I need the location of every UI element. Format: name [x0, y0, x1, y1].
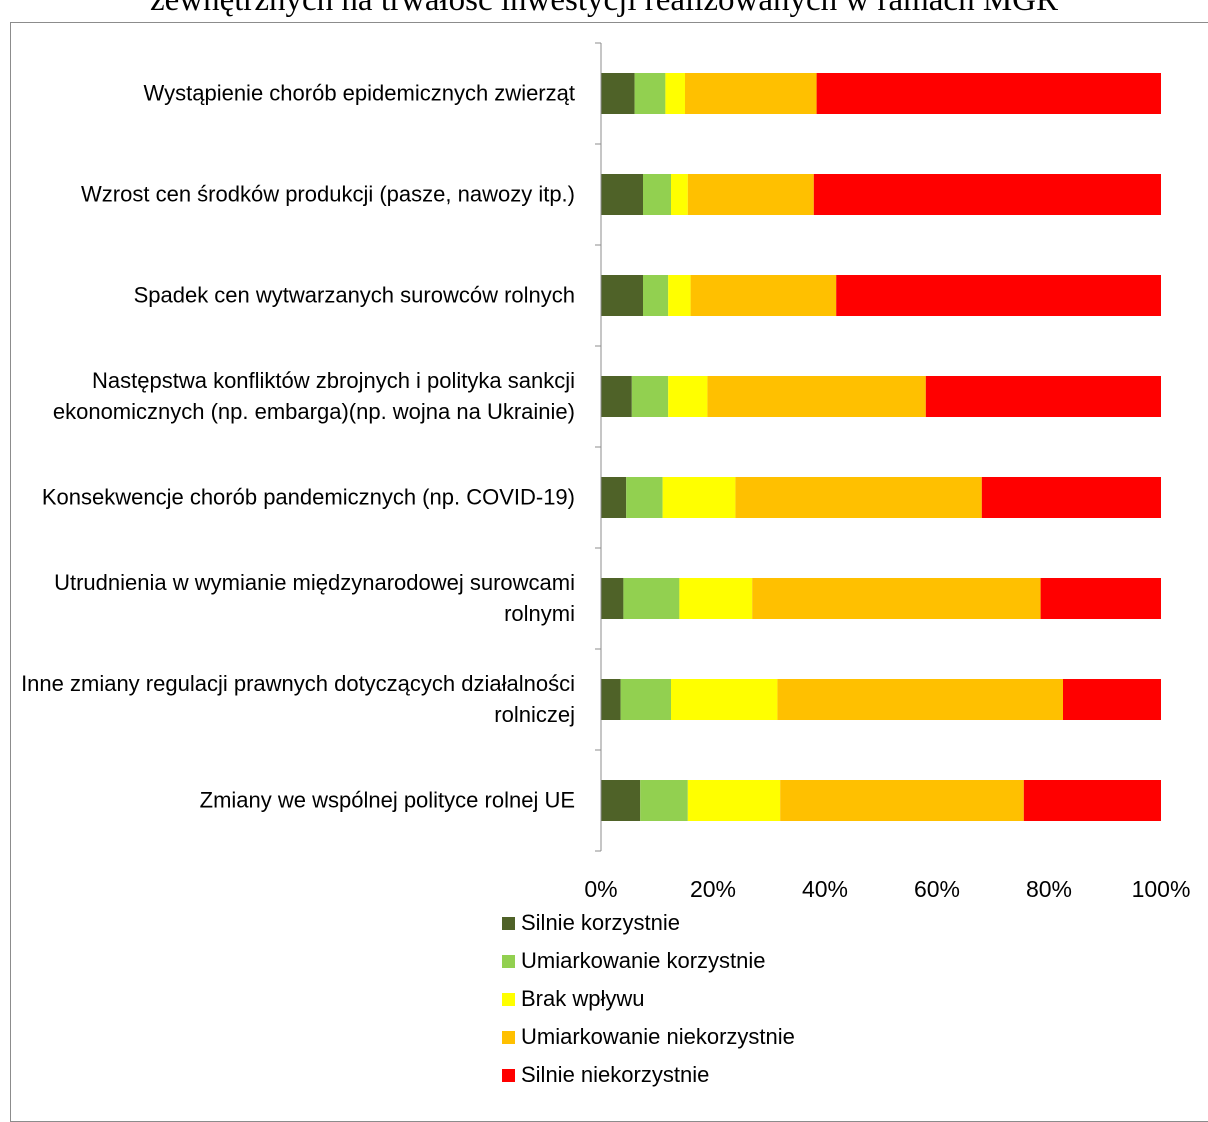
category-label-1: Wystąpienie chorób epidemicznych zwierzą…	[144, 81, 575, 106]
bar-segment-6-series-2	[623, 578, 680, 619]
legend-swatch-3	[502, 993, 515, 1006]
bar-segment-2-series-5	[813, 174, 1161, 215]
bar-segment-7-series-4	[777, 679, 1063, 720]
bar-segment-1-series-1	[601, 73, 635, 114]
legend-swatch-1	[502, 917, 515, 930]
bar-segment-4-series-2	[631, 376, 669, 417]
bar-segment-5-series-3	[662, 477, 736, 518]
bar-segment-1-series-4	[685, 73, 817, 114]
bar-segment-3-series-3	[668, 275, 691, 316]
bar-segment-7-series-1	[601, 679, 621, 720]
legend-label-2: Umiarkowanie korzystnie	[521, 948, 766, 973]
bar-segment-4-series-5	[925, 376, 1161, 417]
x-tick-labels: 0% 20% 40% 60% 80% 100%	[584, 876, 1190, 902]
bar-segment-2-series-4	[687, 174, 814, 215]
category-label-7-line-1: Inne zmiany regulacji prawnych dotyczący…	[21, 671, 575, 696]
x-tick-label-2: 40%	[802, 876, 848, 902]
bar-segment-3-series-1	[601, 275, 643, 316]
bar-segment-7-series-2	[620, 679, 671, 720]
bar-segment-4-series-1	[601, 376, 632, 417]
x-tick-label-1: 20%	[690, 876, 736, 902]
bar-segment-7-series-3	[671, 679, 778, 720]
bar-segment-2-series-2	[643, 174, 671, 215]
category-label-5: Konsekwencje chorób pandemicznych (np. C…	[42, 485, 575, 510]
bar-area	[601, 73, 1161, 821]
bar-segment-2-series-3	[671, 174, 688, 215]
bar-segment-5-series-5	[981, 477, 1161, 518]
category-label-2: Wzrost cen środków produkcji (pasze, naw…	[81, 182, 575, 207]
legend-label-5: Silnie niekorzystnie	[521, 1062, 709, 1087]
category-label-4-line-1: Następstwa konfliktów zbrojnych i polity…	[92, 368, 575, 393]
bar-segment-3-series-5	[836, 275, 1161, 316]
axes	[595, 42, 602, 852]
bar-segment-5-series-2	[626, 477, 663, 518]
stacked-bar-chart: Wystąpienie chorób epidemicznych zwierzą…	[21, 42, 1190, 1087]
legend: Silnie korzystnie Umiarkowanie korzystnie…	[502, 910, 795, 1087]
category-label-4-line-2: ekonomicznych (np. embarga)(np. wojna na…	[53, 399, 575, 424]
bar-segment-5-series-4	[735, 477, 982, 518]
bar-segment-1-series-2	[634, 73, 666, 114]
bar-segment-6-series-3	[679, 578, 753, 619]
bar-segment-8-series-3	[687, 780, 781, 821]
bar-segment-8-series-5	[1023, 780, 1161, 821]
bar-segment-6-series-1	[601, 578, 624, 619]
bar-segment-2-series-1	[601, 174, 643, 215]
bar-segment-1-series-3	[665, 73, 685, 114]
bar-segment-1-series-5	[816, 73, 1161, 114]
bar-segment-6-series-4	[752, 578, 1041, 619]
legend-label-1: Silnie korzystnie	[521, 910, 680, 935]
x-tick-label-3: 60%	[914, 876, 960, 902]
bar-segment-8-series-4	[780, 780, 1024, 821]
x-tick-label-4: 80%	[1026, 876, 1072, 902]
x-tick-label-5: 100%	[1132, 876, 1191, 902]
category-label-6-line-1: Utrudnienia w wymianie międzynarodowej s…	[54, 570, 575, 595]
bar-segment-7-series-5	[1063, 679, 1161, 720]
bar-segment-3-series-4	[690, 275, 837, 316]
bar-segment-3-series-2	[643, 275, 669, 316]
legend-swatch-2	[502, 955, 515, 968]
category-label-7-line-2: rolniczej	[494, 702, 575, 727]
bar-segment-8-series-2	[640, 780, 688, 821]
legend-label-4: Umiarkowanie niekorzystnie	[521, 1024, 795, 1049]
x-tick-label-0: 0%	[584, 876, 617, 902]
bar-segment-4-series-4	[707, 376, 926, 417]
category-label-3: Spadek cen wytwarzanych surowców rolnych	[134, 283, 575, 308]
bar-segment-8-series-1	[601, 780, 641, 821]
legend-swatch-5	[502, 1069, 515, 1082]
legend-label-3: Brak wpływu	[521, 986, 644, 1011]
category-labels: Wystąpienie chorób epidemicznych zwierzą…	[21, 81, 575, 813]
category-label-6-line-2: rolnymi	[504, 601, 575, 626]
bar-segment-5-series-1	[601, 477, 627, 518]
category-label-8: Zmiany we wspólnej polityce rolnej UE	[200, 788, 575, 813]
chart-title: zewnętrznych na trwałość inwestycji real…	[149, 0, 1059, 18]
legend-swatch-4	[502, 1031, 515, 1044]
bar-segment-4-series-3	[668, 376, 708, 417]
bar-segment-6-series-5	[1040, 578, 1161, 619]
